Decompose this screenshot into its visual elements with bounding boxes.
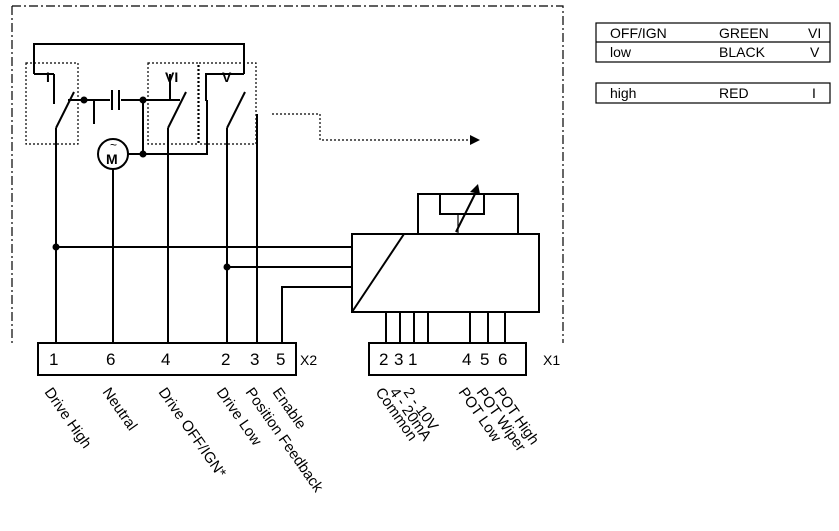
x2-terminal: 1 <box>49 350 58 369</box>
switch-box-i <box>25 62 79 145</box>
table-cell: VI <box>808 25 821 41</box>
table-cell: GREEN <box>719 25 769 41</box>
terminal-block-x1 <box>368 342 527 376</box>
potentiometer <box>439 193 485 215</box>
switch-label-v: V <box>222 69 232 85</box>
table-cell: low <box>610 44 632 60</box>
table-cell: high <box>610 85 636 101</box>
enclosure-border <box>11 5 564 343</box>
motor-ac-symbol: ~ <box>110 138 117 152</box>
switch-label-vi: VI <box>165 69 178 85</box>
x1-terminal: 5 <box>480 350 489 369</box>
table-cell: BLACK <box>719 44 766 60</box>
table-cell: I <box>812 85 816 101</box>
x1-terminal: 4 <box>462 350 471 369</box>
x2-terminal: 3 <box>250 350 259 369</box>
x2-terminal: 2 <box>221 350 230 369</box>
x1-terminal: 1 <box>408 350 417 369</box>
x2-terminal: 6 <box>106 350 115 369</box>
x2-label-neutral: Neutral <box>99 385 141 434</box>
switch-box-v <box>198 62 257 145</box>
x2-terminal: 5 <box>276 350 285 369</box>
wire-color-table: OFF/IGN GREEN VI low BLACK V high RED I <box>595 22 831 104</box>
x1-terminal: 2 <box>379 350 388 369</box>
terminal-block-x2 <box>37 342 297 376</box>
x2-terminal: 4 <box>161 350 170 369</box>
x2-block-name: X2 <box>300 352 317 368</box>
table-cell: OFF/IGN <box>610 25 667 41</box>
x1-terminal: 3 <box>394 350 403 369</box>
table-cell: V <box>810 44 820 60</box>
motor-label: M <box>106 151 118 167</box>
mechanical-linkage <box>272 113 476 141</box>
switch-label-i: I <box>46 69 50 85</box>
x1-block-name: X1 <box>543 352 560 368</box>
signal-converter <box>351 233 540 313</box>
table-cell: RED <box>719 85 749 101</box>
x2-label-drive-high: Drive High <box>41 385 95 452</box>
switch-box-vi <box>147 62 199 145</box>
x1-terminal: 6 <box>498 350 507 369</box>
